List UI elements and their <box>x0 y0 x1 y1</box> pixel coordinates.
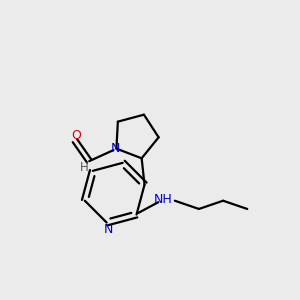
Text: O: O <box>71 129 81 142</box>
Text: NH: NH <box>154 193 173 206</box>
Text: N: N <box>110 142 120 155</box>
Text: N: N <box>103 223 113 236</box>
Text: H: H <box>80 161 88 174</box>
